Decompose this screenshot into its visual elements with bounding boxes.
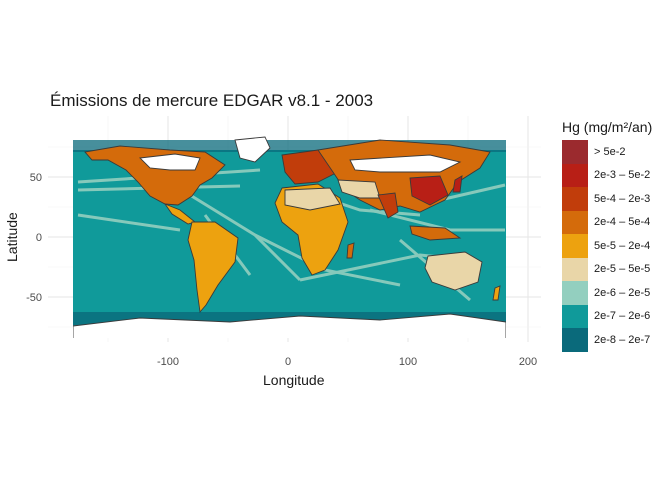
map-title: Émissions de mercure EDGAR v8.1 - 2003: [50, 91, 374, 110]
x-tick-label: -100: [157, 356, 179, 368]
legend-label: 2e-5 – 5e-5: [594, 263, 651, 276]
sahara: [284, 187, 341, 211]
land-masses: [73, 136, 506, 338]
legend-item: > 5e-2: [562, 140, 650, 164]
legend-swatch: [562, 304, 588, 328]
legend-label: 2e-4 – 5e-4: [594, 216, 651, 229]
greenland: [234, 136, 271, 163]
legend-item: 5e-5 – 2e-4: [562, 234, 650, 258]
madagascar: [346, 242, 355, 259]
siberia-low: [349, 154, 462, 173]
legend-swatch: [562, 163, 588, 187]
legend-label: 2e-8 – 2e-7: [594, 333, 651, 346]
legend-swatch: [562, 328, 588, 352]
y-axis-label: Latitude: [4, 212, 20, 262]
legend-item: 2e-6 – 2e-5: [562, 281, 650, 305]
y-tick-label: -50: [26, 292, 42, 304]
legend-item: 2e-7 – 2e-6: [562, 304, 651, 328]
australia: [424, 251, 483, 291]
legend-label: 5e-5 – 2e-4: [594, 239, 651, 252]
x-tick-label: 200: [519, 356, 537, 368]
x-tick-label: 100: [399, 356, 417, 368]
legend-label: 2e-6 – 2e-5: [594, 286, 651, 299]
legend-swatch: [562, 234, 588, 258]
legend-item: 2e-3 – 5e-2: [562, 163, 651, 187]
legend-item: 2e-5 – 5e-5: [562, 257, 651, 281]
legend-swatch: [562, 257, 588, 281]
legend-swatch: [562, 187, 588, 211]
legend-item: 2e-8 – 2e-7: [562, 328, 650, 352]
legend-label: 2e-3 – 5e-2: [594, 169, 651, 182]
legend: > 5e-2 2e-3 – 5e-2 5e-4 – 2e-3 2e-4 – 5e-4 5…: [562, 140, 650, 352]
japan: [452, 175, 463, 193]
x-axis-label: Longitude: [263, 372, 325, 388]
canada-low: [139, 153, 201, 171]
arabia-desert: [337, 179, 381, 199]
emission-map: [73, 136, 506, 338]
legend-title: Hg (mg/m²/an): [562, 119, 653, 135]
legend-swatch: [562, 210, 588, 234]
y-tick-labels: 50 0 -50: [26, 172, 42, 304]
y-tick-label: 50: [30, 172, 42, 184]
east-asia: [409, 175, 449, 206]
south-america: [187, 221, 239, 314]
india: [377, 192, 399, 219]
legend-item: 5e-4 – 2e-3: [562, 187, 650, 211]
new-zealand: [492, 285, 501, 301]
x-tick-labels: -100 0 100 200: [157, 356, 537, 368]
legend-item: 2e-4 – 5e-4: [562, 210, 651, 234]
legend-swatch: [562, 140, 588, 164]
legend-label: 2e-7 – 2e-6: [594, 310, 651, 323]
x-tick-label: 0: [285, 356, 291, 368]
legend-label: > 5e-2: [594, 145, 626, 158]
y-tick-label: 0: [36, 232, 42, 244]
antarctica: [73, 313, 506, 338]
indonesia: [409, 225, 462, 241]
legend-label: 5e-4 – 2e-3: [594, 192, 651, 205]
legend-swatch: [562, 281, 588, 305]
